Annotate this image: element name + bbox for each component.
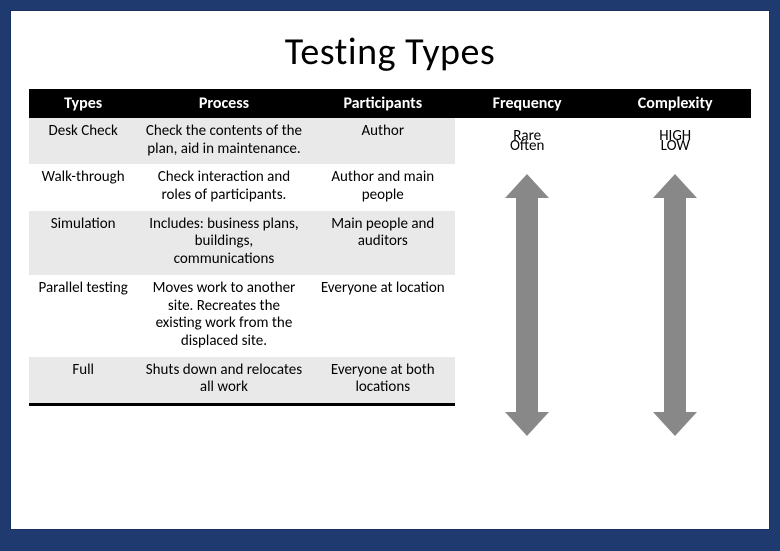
cell-participants: Author and main people [311, 164, 455, 210]
cell-process: Moves work to another site. Recreates th… [137, 275, 310, 357]
slide-title: Testing Types [11, 11, 769, 89]
complexity-scale-cell: LOW HIGH [599, 118, 751, 404]
cell-process: Shuts down and relocates all work [137, 357, 310, 405]
complexity-bottom-label: HIGH [659, 127, 691, 145]
table: Types Process Participants Frequency Com… [29, 89, 751, 406]
testing-types-table: Types Process Participants Frequency Com… [29, 89, 751, 406]
cell-process: Check interaction and roles of participa… [137, 164, 310, 210]
cell-types: Full [29, 357, 137, 405]
cell-participants: Everyone at both locations [311, 357, 455, 405]
col-types: Types [29, 89, 137, 118]
cell-types: Parallel testing [29, 275, 137, 357]
col-participants: Participants [311, 89, 455, 118]
cell-process: Includes: business plans, buildings, com… [137, 211, 310, 275]
frequency-bottom-label: Rare [513, 127, 541, 145]
frequency-arrow-icon [505, 174, 549, 436]
cell-process: Check the contents of the plan, aid in m… [137, 118, 310, 164]
cell-participants: Author [311, 118, 455, 164]
cell-types: Simulation [29, 211, 137, 275]
table-row: Desk Check Check the contents of the pla… [29, 118, 751, 164]
col-process: Process [137, 89, 310, 118]
complexity-arrow-icon [653, 174, 697, 436]
slide: Testing Types Types Process Participants… [11, 11, 769, 529]
cell-types: Walk-through [29, 164, 137, 210]
cell-participants: Main people and auditors [311, 211, 455, 275]
col-complexity: Complexity [599, 89, 751, 118]
col-frequency: Frequency [455, 89, 599, 118]
table-header-row: Types Process Participants Frequency Com… [29, 89, 751, 118]
frequency-scale-cell: Often Rare [455, 118, 599, 404]
cell-participants: Everyone at location [311, 275, 455, 357]
cell-types: Desk Check [29, 118, 137, 164]
